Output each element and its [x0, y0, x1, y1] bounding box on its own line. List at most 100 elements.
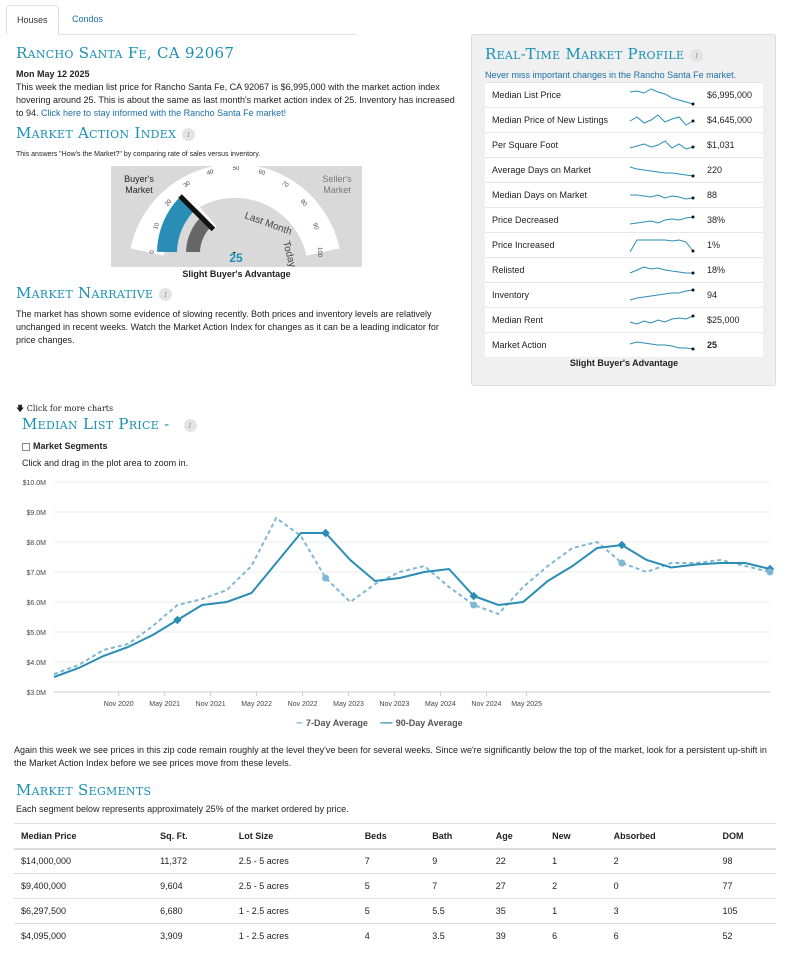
gauge-tick-label: 0 — [150, 250, 156, 254]
legend-7day-label: 7-Day Average — [306, 718, 368, 728]
column-header[interactable]: Lot Size — [231, 823, 358, 850]
legend-item-7day[interactable]: – 7-Day Average — [296, 715, 368, 729]
table-cell: 2 — [606, 848, 716, 874]
profile-row-label: Median Days on Market — [492, 190, 588, 200]
info-icon[interactable]: i — [182, 127, 196, 141]
column-header[interactable]: Bath — [425, 823, 489, 850]
profile-row-value: 1% — [707, 240, 721, 250]
report-date: Mon May 12 2025 — [16, 69, 90, 79]
gauge-track — [130, 166, 340, 257]
market-action-title: Market Action Index i — [16, 124, 196, 142]
x-tick-label: Nov 2023 — [379, 701, 409, 708]
tab-condos[interactable]: Condos — [72, 14, 104, 24]
info-icon[interactable]: i — [183, 418, 197, 432]
sparkline — [629, 288, 695, 301]
narrative-text: The market has shown some evidence of sl… — [16, 309, 439, 345]
y-tick-label: $6.0M — [27, 600, 47, 607]
profile-row: Inventory 94 — [485, 282, 763, 307]
sparkline-path — [629, 266, 693, 274]
series-7day-marker — [766, 568, 774, 576]
column-header[interactable]: Sq. Ft. — [153, 823, 232, 850]
table-cell: 39 — [488, 923, 546, 949]
series-7day-marker — [618, 559, 626, 567]
x-tick-label: May 2022 — [241, 701, 272, 708]
segments-toggle[interactable]: Market Segments — [22, 440, 108, 453]
profile-table: Median List Price $6,995,000 Median Price … — [485, 82, 763, 357]
table-cell: 27 — [488, 873, 546, 899]
y-tick-label: $7.0M — [27, 570, 47, 577]
table-cell: 3.5 — [425, 923, 489, 949]
sparkline-end-dot — [691, 288, 695, 292]
profile-row: Average Days on Market 220 — [485, 157, 763, 182]
summary-text: This week the median list price for Ranc… — [16, 81, 456, 120]
info-icon[interactable]: i — [159, 287, 173, 301]
column-header[interactable]: Age — [488, 823, 546, 850]
segments-checkbox-label: Market Segments — [33, 441, 108, 451]
gauge-tick-label: 10 — [153, 222, 161, 231]
segments-checkbox[interactable] — [22, 442, 30, 451]
sellers-label-line1: Seller's — [322, 174, 352, 184]
sparkline — [629, 341, 695, 351]
table-cell: 5.5 — [425, 898, 489, 924]
table-cell: 5 — [357, 898, 426, 924]
summary-body: This week the median list price for Ranc… — [16, 82, 455, 118]
sparkline-end-dot — [691, 271, 695, 275]
segments-body: $14,000,000 11,372 2.5 - 5 acres 7 9 22 1 2 98 $9… — [14, 848, 776, 949]
table-cell: 1 — [545, 898, 607, 924]
sparkline-end-dot — [691, 347, 695, 351]
gauge-value: 25 — [229, 251, 243, 265]
profile-row-label: Price Increased — [492, 240, 555, 250]
profile-row: Median Days on Market 88 — [485, 182, 763, 207]
sparkline-end-dot — [691, 215, 695, 219]
column-header[interactable]: Beds — [357, 823, 426, 850]
column-header[interactable]: Absorbed — [606, 823, 716, 850]
column-header[interactable]: New — [545, 823, 607, 850]
page-title: Rancho Santa Fe, CA 92067 — [16, 44, 235, 62]
sparkline — [629, 140, 695, 150]
dash-icon: – — [296, 715, 307, 729]
profile-row: Median Price of New Listings $4,645,000 — [485, 107, 763, 132]
legend-90day-label: 90-Day Average — [395, 718, 463, 728]
sparkline — [629, 166, 695, 178]
sparkline-end-dot — [691, 249, 695, 253]
sellers-market-label: Seller's Market — [315, 174, 359, 196]
gauge-tick-label: 60 — [258, 169, 267, 177]
sparkline — [629, 88, 695, 106]
profile-row-label: Median List Price — [492, 90, 562, 100]
more-charts-hint[interactable]: 🡇 Click for more charts — [16, 402, 113, 415]
table-cell: 1 — [545, 848, 607, 874]
stay-informed-link[interactable]: Click here to stay informed with the Ran… — [41, 108, 287, 118]
profile-row: Market Action 25 — [485, 332, 763, 357]
profile-row-label: Market Action — [492, 340, 547, 350]
table-cell: 7 — [425, 873, 489, 899]
legend-item-90day[interactable]: — 90-Day Average — [380, 716, 463, 729]
series-7day-line — [53, 516, 771, 675]
x-tick-label: May 2023 — [333, 701, 364, 708]
y-tick-label: $8.0M — [27, 540, 47, 547]
sparkline-end-dot — [691, 314, 695, 318]
series-90day-marker — [469, 591, 478, 601]
table-cell: 4 — [357, 923, 426, 949]
market-action-desc: This answers "How's the Market?" by comp… — [16, 151, 261, 158]
sparkline — [629, 215, 695, 225]
sparkline-path — [629, 216, 694, 225]
column-header[interactable]: Median Price — [14, 823, 154, 850]
table-cell: 2 — [545, 873, 607, 899]
table-cell: 98 — [715, 848, 776, 874]
gauge-tick-label: 30 — [183, 180, 192, 189]
column-header[interactable]: DOM — [715, 823, 776, 850]
tab-houses[interactable]: Houses — [6, 5, 59, 35]
table-cell: 5 — [357, 873, 426, 899]
chart-instructions: Click and drag in the plot area to zoom … — [22, 458, 189, 468]
profile-subtitle[interactable]: Never miss important changes in the Ranc… — [485, 70, 737, 80]
table-cell: 6 — [545, 923, 607, 949]
table-cell: 105 — [715, 898, 776, 924]
table-cell: 9,604 — [153, 873, 232, 899]
table-row: $14,000,000 11,372 2.5 - 5 acres 7 9 22 1 2 98 — [14, 848, 776, 874]
profile-row-value: 88 — [707, 190, 718, 200]
median-price-chart[interactable]: $3.0M $4.0M $5.0M $6.0M $7.0M $8.0M $9.0M $10.0… — [14, 474, 776, 736]
sparkline-path — [629, 239, 694, 253]
info-icon[interactable]: i — [690, 48, 704, 62]
profile-row: Median Rent $25,000 — [485, 307, 763, 332]
profile-row-value: 38% — [707, 215, 726, 225]
